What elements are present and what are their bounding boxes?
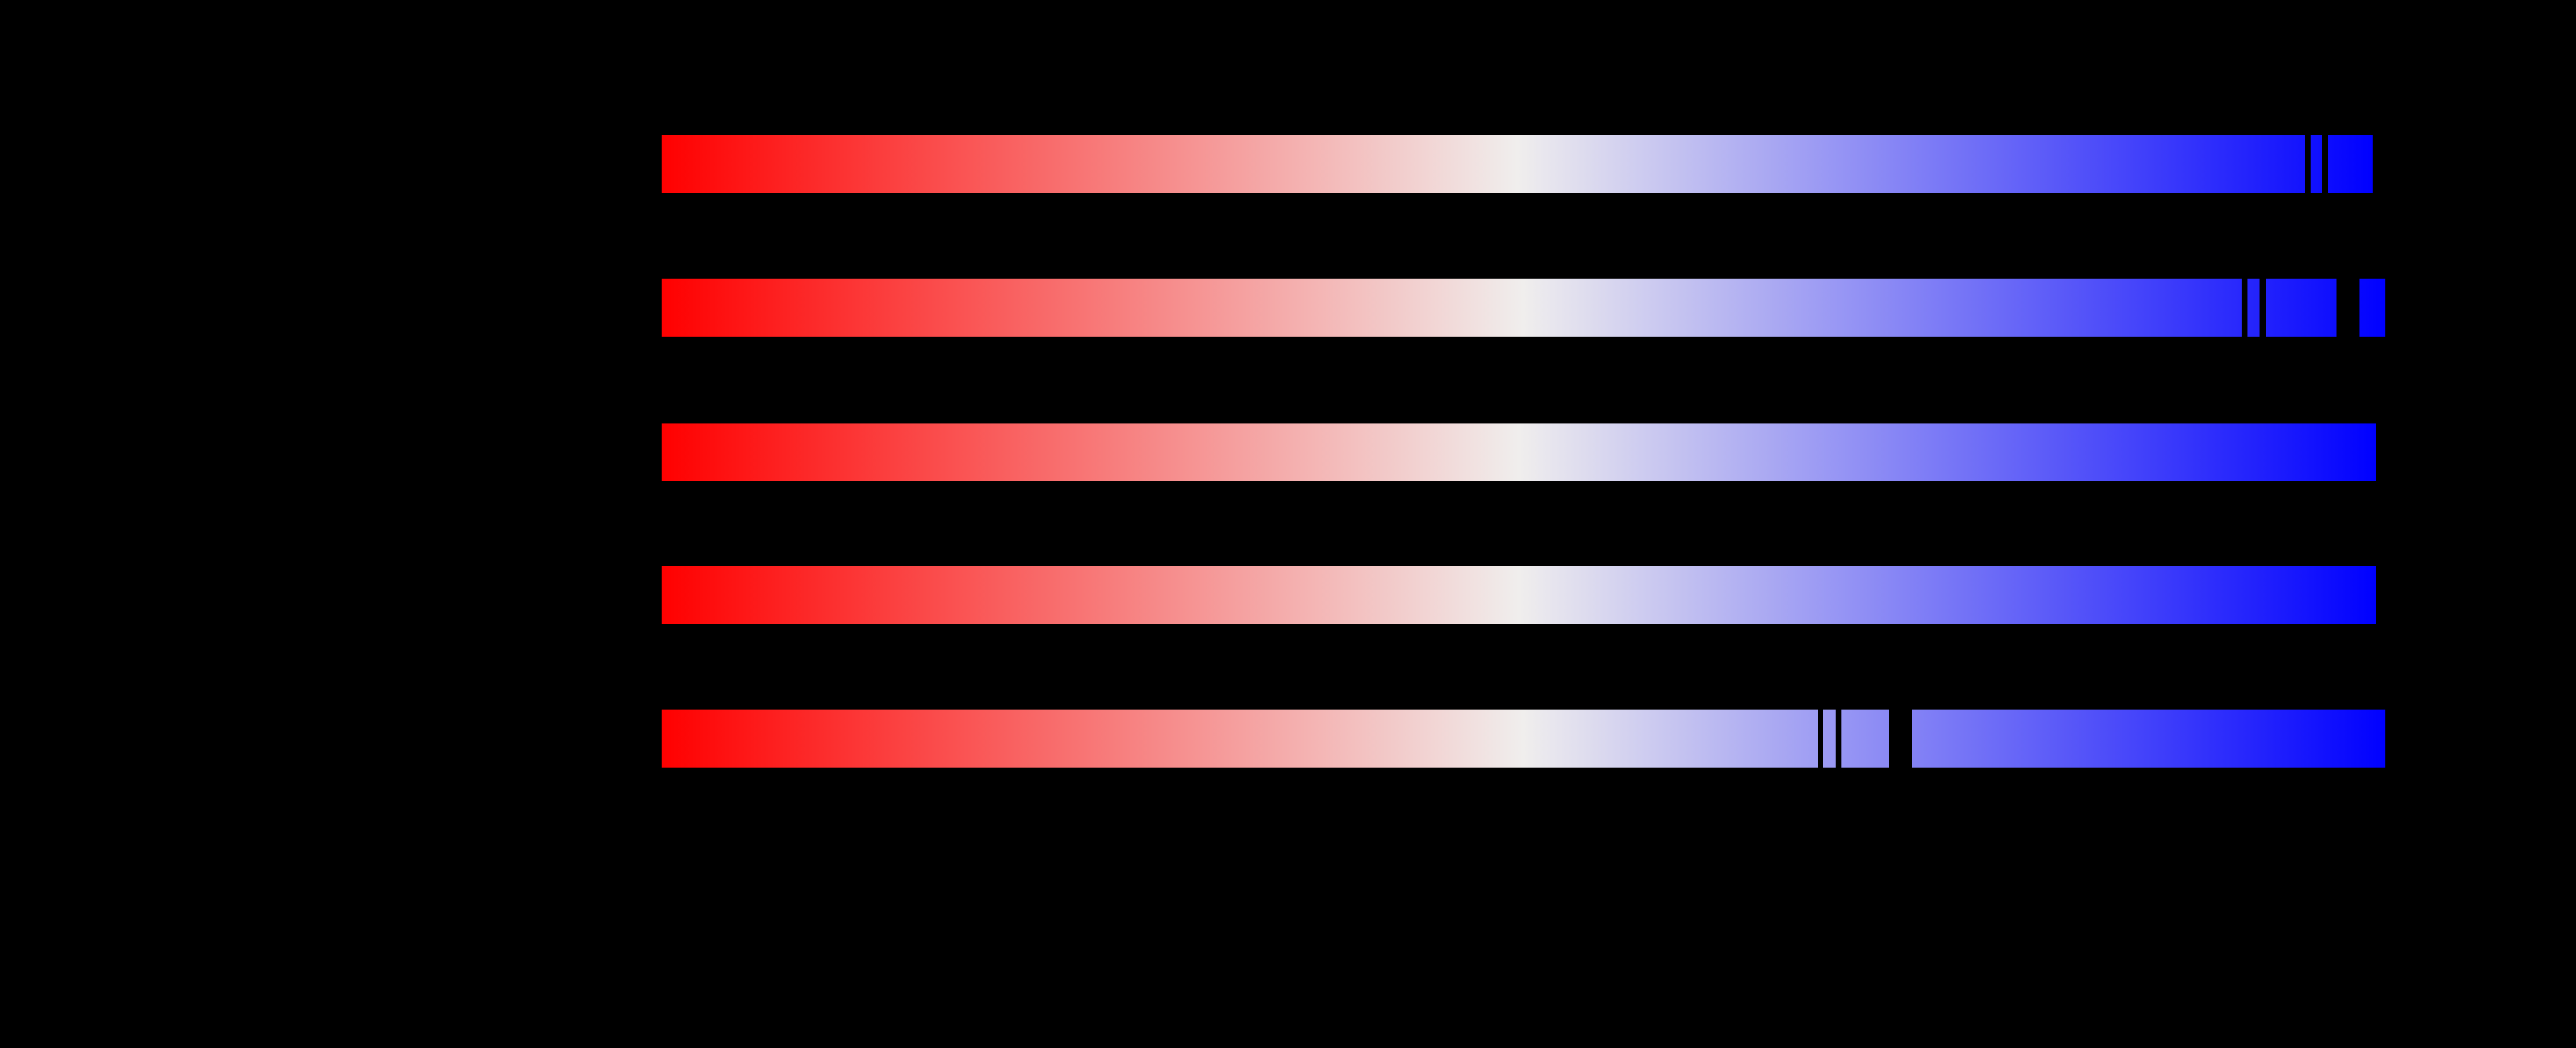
tick-mark	[2322, 135, 2328, 193]
tick-mark	[2336, 279, 2359, 337]
gradient-strip	[662, 423, 2376, 481]
gradient-strip	[662, 710, 2385, 768]
tick-mark	[2305, 135, 2311, 193]
tick-mark	[2242, 279, 2247, 337]
tick-mark	[1836, 710, 1841, 768]
tick-mark	[2260, 279, 2266, 337]
tick-mark	[1889, 710, 1912, 768]
gradient-strip	[662, 279, 2385, 337]
tick-mark	[1818, 710, 1823, 768]
gradient-strip	[662, 135, 2373, 193]
gradient-strip	[662, 566, 2376, 624]
